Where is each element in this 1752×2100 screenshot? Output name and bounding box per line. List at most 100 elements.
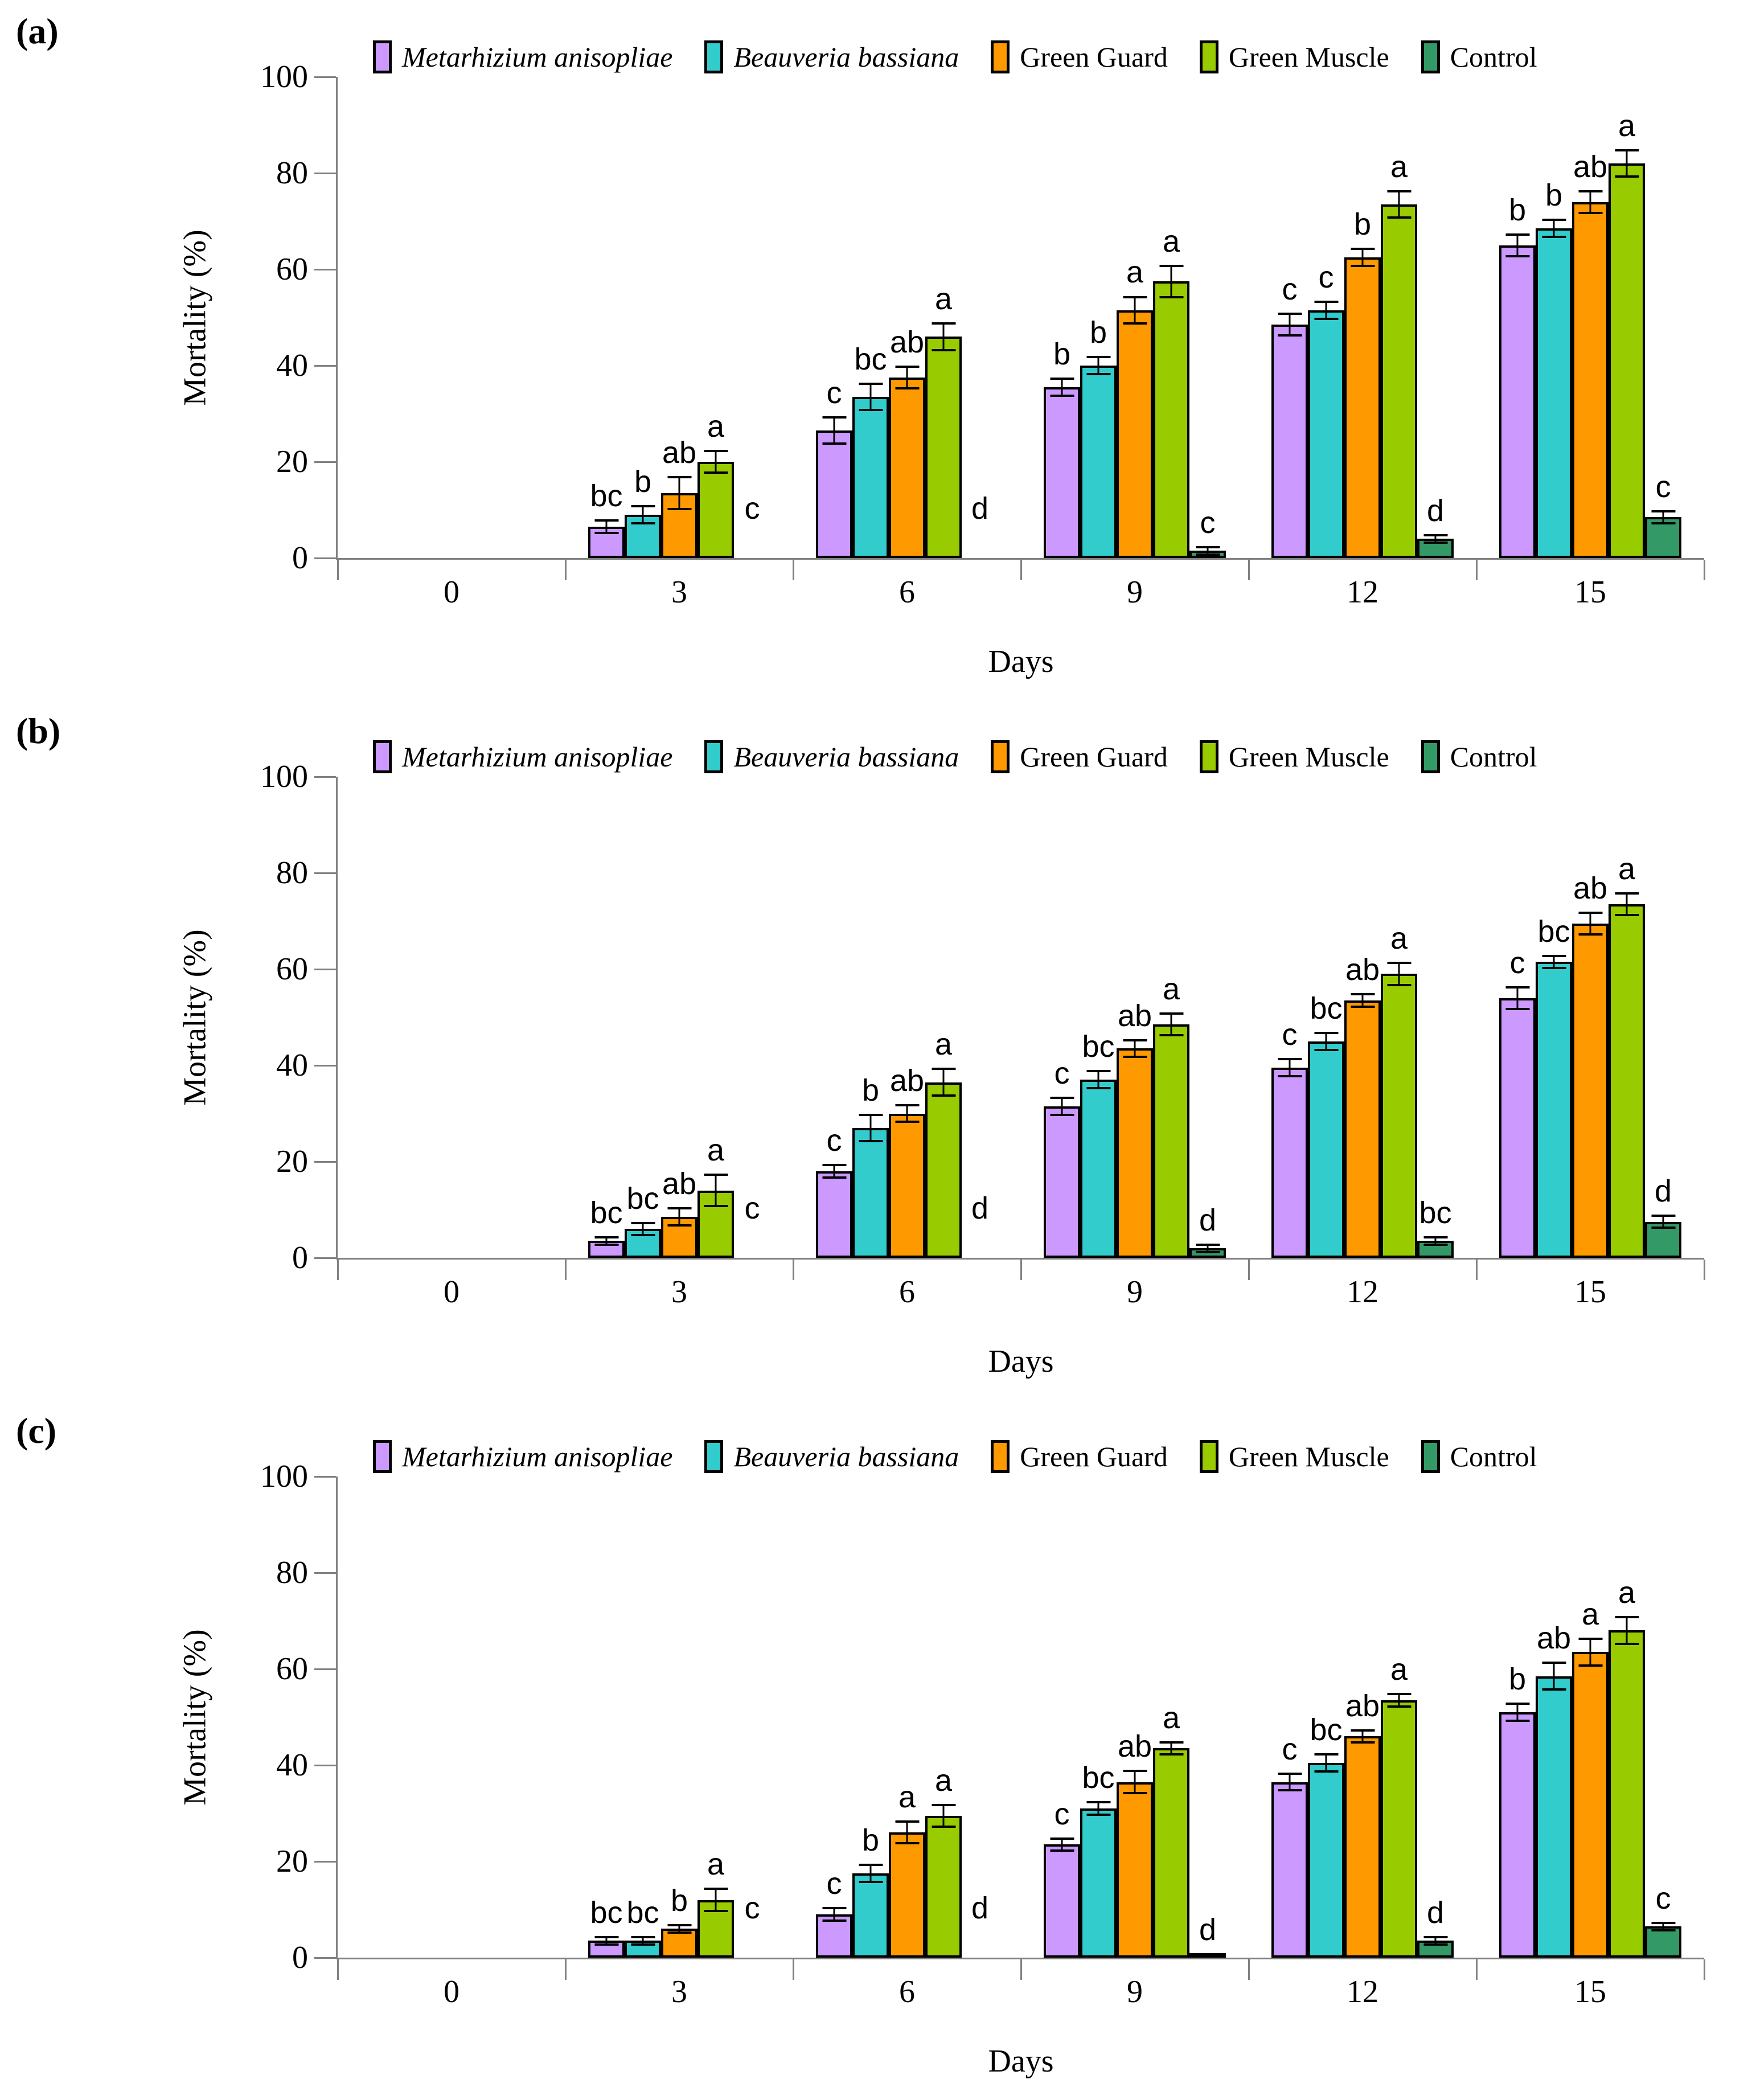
significance-letter: ab: [1117, 998, 1152, 1033]
x-axis-tick: [564, 1260, 567, 1280]
significance-letter: c: [1054, 1056, 1070, 1090]
bar-slot: ab: [1117, 1476, 1153, 1958]
error-bar: [906, 366, 908, 390]
significance-letter: bc: [1310, 991, 1343, 1026]
significance-letter: b: [1545, 178, 1563, 213]
x-axis-tick: [1703, 560, 1705, 580]
significance-letter: bc: [590, 479, 623, 514]
significance-letter: bc: [1082, 1030, 1115, 1064]
x-tick-label: 12: [1347, 1274, 1378, 1310]
significance-letter: c: [1282, 1018, 1298, 1052]
error-bar: [1589, 190, 1591, 214]
y-axis-tick: [314, 1572, 336, 1574]
error-bar: [1134, 1770, 1136, 1794]
significance-letter: d: [1654, 1174, 1672, 1208]
bar-slot: b: [1080, 77, 1117, 558]
bar-slot: bc: [588, 777, 625, 1258]
bar-slot: d: [962, 777, 998, 1258]
category-group-day-0: [338, 777, 565, 1258]
category-group-day-9: c bc ab a d: [1021, 1476, 1249, 1958]
legend-label: Beauveria bassiana: [733, 1441, 959, 1473]
significance-letter: bc: [590, 1195, 623, 1230]
panel-label: (c): [16, 1410, 57, 1451]
x-axis-tick: [564, 560, 567, 580]
bar-green-guard: [1572, 1652, 1609, 1958]
bar-beauveria-bassiana: [1536, 228, 1572, 558]
bar-slot: c: [1499, 777, 1536, 1258]
category-group-day-3: bc bc ab a c: [565, 777, 793, 1258]
significance-letter: a: [1162, 1700, 1180, 1735]
x-axis-title: Days: [988, 2044, 1054, 2079]
legend-label: Metarhizium anisopliae: [402, 1441, 673, 1473]
y-axis-tick: [314, 1957, 336, 1959]
bar-slot: c: [734, 77, 770, 558]
y-axis-tick: [314, 172, 336, 174]
legend-swatch-icon: [1421, 740, 1440, 773]
x-axis-tick: [1248, 1260, 1250, 1280]
y-axis-tick: [314, 557, 336, 559]
legend-swatch-icon: [373, 740, 392, 773]
bar-slot: c: [734, 777, 770, 1258]
bar-slot: [397, 77, 433, 558]
error-bar: [942, 1068, 945, 1097]
significance-letter: bc: [626, 1181, 659, 1216]
y-tick-label: 20: [276, 1144, 308, 1179]
bar-slot: [397, 777, 433, 1258]
error-bar: [1061, 1096, 1063, 1116]
significance-letter: c: [1200, 505, 1216, 540]
x-axis-tick: [1020, 560, 1022, 580]
bar-slot: a: [925, 1476, 962, 1958]
error-bar: [1434, 1236, 1437, 1246]
category-group-day-6: c bc ab a d: [793, 77, 1021, 558]
significance-letter: a: [707, 409, 725, 444]
y-tick-label: 100: [260, 759, 308, 794]
bar-slot: bc: [1080, 1476, 1117, 1958]
significance-letter: ab: [1345, 953, 1380, 987]
bar-slot: ab: [889, 777, 925, 1258]
significance-letter: c: [826, 1867, 842, 1901]
bar-green-muscle: [925, 1815, 962, 1958]
error-bar: [1361, 993, 1364, 1008]
bar-slot: bc: [625, 1476, 661, 1958]
bar-slot: [506, 1476, 543, 1958]
x-tick-labels: 0 3 6 9 12 15: [338, 1974, 1704, 2010]
error-bar: [1516, 233, 1519, 257]
bar-beauveria-bassiana: [1080, 1808, 1117, 1958]
y-axis-tick: [314, 968, 336, 970]
significance-letter: c: [1655, 469, 1671, 504]
error-bar: [869, 1864, 872, 1884]
significance-letter: a: [934, 1763, 953, 1798]
bar-metarhizium-anisopliae: [1271, 1068, 1308, 1258]
bar-metarhizium-anisopliae: [1044, 387, 1080, 558]
error-bar: [869, 382, 872, 412]
bar-slot: ab: [1572, 77, 1609, 558]
bar-slot: ab: [889, 77, 925, 558]
y-axis-title: Mortality (%): [177, 229, 213, 406]
y-axis-title: Mortality (%): [177, 929, 213, 1106]
error-bar: [1516, 986, 1519, 1010]
bar-green-guard: [1344, 1000, 1381, 1258]
legend-swatch-icon: [1199, 40, 1218, 73]
plot-area: Mortality (%) bc bc ab a c c b ab a d c bc ab a d c bc ab…: [178, 761, 1705, 1379]
x-axis-tick: [337, 560, 339, 580]
bar-slot: b: [1344, 77, 1381, 558]
bar-beauveria-bassiana: [1308, 1762, 1344, 1958]
significance-letter: ab: [1345, 1688, 1380, 1723]
error-bar: [1289, 313, 1291, 337]
significance-letter: a: [898, 1780, 916, 1815]
significance-letter: b: [634, 465, 652, 499]
x-axis-tick: [792, 1959, 794, 1980]
legend-item: Control: [1421, 740, 1537, 773]
error-bar: [1662, 510, 1664, 524]
bar-slot: bc: [588, 1476, 625, 1958]
error-bar: [605, 519, 608, 534]
bar-slot: a: [925, 77, 962, 558]
significance-letter: ab: [1117, 1729, 1152, 1764]
bar-slot: c: [1271, 1476, 1308, 1958]
bar-green-guard: [1572, 923, 1609, 1258]
significance-letter: a: [1618, 108, 1636, 143]
bar-slot: bc: [1536, 777, 1572, 1258]
bar-slot: [470, 777, 506, 1258]
bar-slot: b: [1044, 77, 1080, 558]
error-bar: [906, 1104, 908, 1123]
